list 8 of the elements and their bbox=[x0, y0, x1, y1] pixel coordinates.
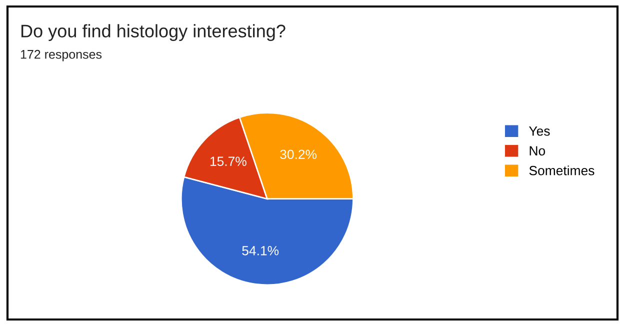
chart-title: Do you find histology interesting? bbox=[21, 24, 286, 42]
legend-label: Sometimes bbox=[529, 166, 594, 176]
text: 172 responses bbox=[20, 50, 102, 62]
data-label: 54.1% bbox=[242, 246, 279, 256]
legend-label: No bbox=[530, 146, 546, 156]
legend-label: Yes bbox=[529, 126, 550, 136]
data-label: 30.2% bbox=[280, 150, 317, 160]
data-label: 15.7% bbox=[210, 156, 246, 166]
